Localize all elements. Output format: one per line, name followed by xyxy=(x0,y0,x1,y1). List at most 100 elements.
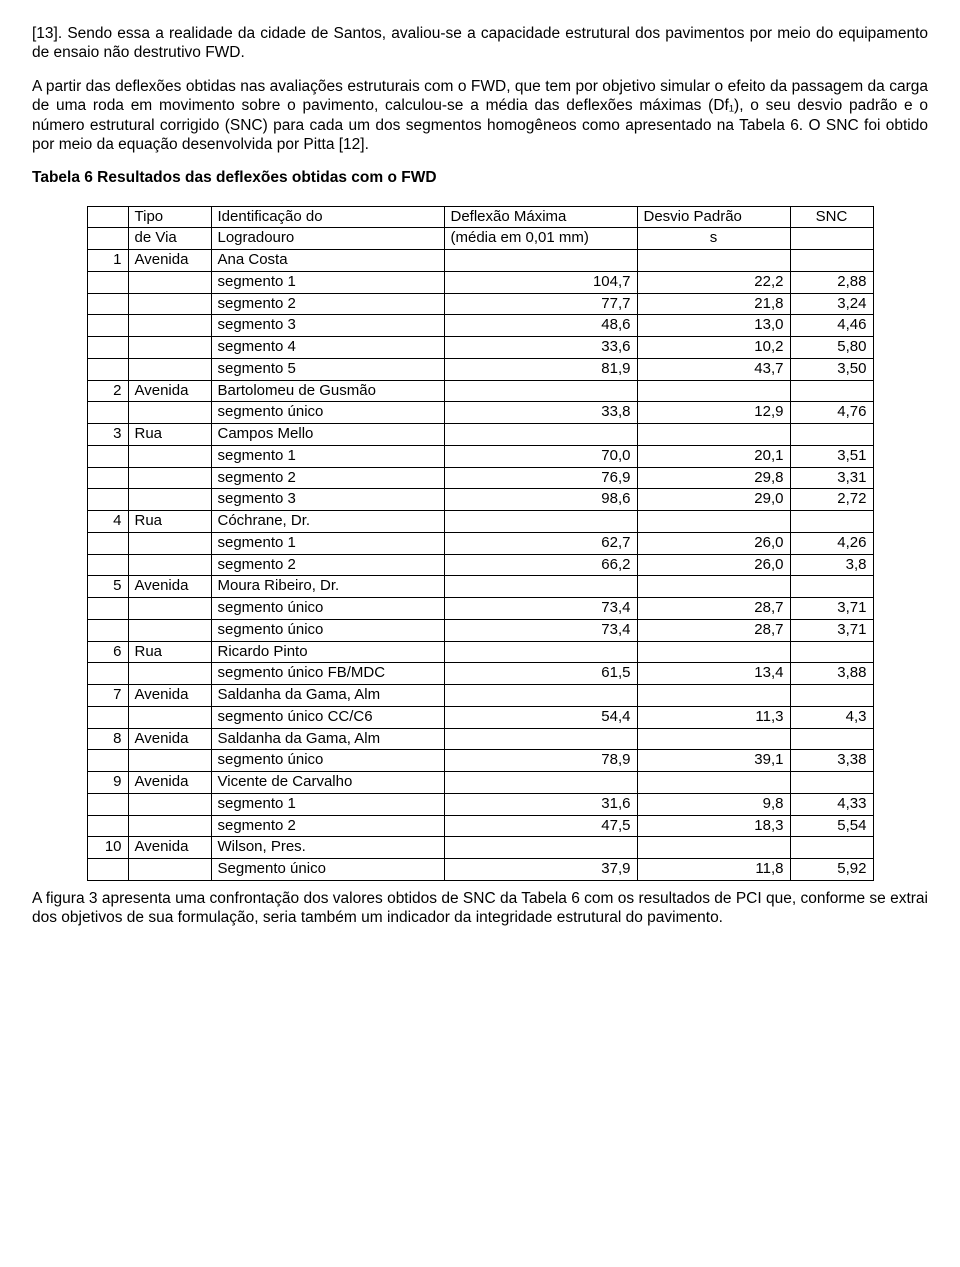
table-header-row-1: Tipo Identificação do Deflexão Máxima De… xyxy=(87,206,873,228)
cell-num xyxy=(87,402,128,424)
cell-tipo xyxy=(128,750,211,772)
cell-desvio xyxy=(637,250,790,272)
cell-snc: 2,88 xyxy=(790,271,873,293)
header-tipo-1: Tipo xyxy=(128,206,211,228)
cell-deflexao: 47,5 xyxy=(444,815,637,837)
cell-tipo xyxy=(128,554,211,576)
cell-tipo xyxy=(128,271,211,293)
cell-ident: segmento 1 xyxy=(211,793,444,815)
cell-ident: segmento único xyxy=(211,750,444,772)
cell-tipo xyxy=(128,598,211,620)
cell-ident: Moura Ribeiro, Dr. xyxy=(211,576,444,598)
cell-num xyxy=(87,793,128,815)
cell-num xyxy=(87,293,128,315)
cell-deflexao: 54,4 xyxy=(444,706,637,728)
table-row: 8AvenidaSaldanha da Gama, Alm xyxy=(87,728,873,750)
cell-desvio xyxy=(637,576,790,598)
table-title-text: Tabela 6 Resultados das deflexões obtida… xyxy=(32,169,437,186)
table-row: segmento 277,721,83,24 xyxy=(87,293,873,315)
cell-ident: segmento único CC/C6 xyxy=(211,706,444,728)
cell-ident: Ricardo Pinto xyxy=(211,641,444,663)
cell-desvio: 43,7 xyxy=(637,358,790,380)
cell-deflexao xyxy=(444,641,637,663)
cell-snc: 4,33 xyxy=(790,793,873,815)
table-row: segmento único73,428,73,71 xyxy=(87,619,873,641)
cell-tipo xyxy=(128,402,211,424)
table-row: segmento 170,020,13,51 xyxy=(87,445,873,467)
cell-num xyxy=(87,598,128,620)
table-row: segmento 266,226,03,8 xyxy=(87,554,873,576)
deflection-table: Tipo Identificação do Deflexão Máxima De… xyxy=(87,206,874,881)
cell-tipo xyxy=(128,859,211,881)
cell-ident: segmento único xyxy=(211,402,444,424)
cell-tipo xyxy=(128,532,211,554)
cell-snc xyxy=(790,576,873,598)
cell-tipo: Rua xyxy=(128,641,211,663)
cell-deflexao xyxy=(444,380,637,402)
cell-snc: 3,8 xyxy=(790,554,873,576)
table-row: segmento único33,812,94,76 xyxy=(87,402,873,424)
cell-ident: segmento 1 xyxy=(211,532,444,554)
cell-snc: 4,46 xyxy=(790,315,873,337)
cell-ident: segmento único FB/MDC xyxy=(211,663,444,685)
cell-num: 3 xyxy=(87,424,128,446)
cell-snc xyxy=(790,380,873,402)
cell-snc xyxy=(790,728,873,750)
header-dp-1: Desvio Padrão xyxy=(637,206,790,228)
cell-tipo: Rua xyxy=(128,424,211,446)
cell-num xyxy=(87,859,128,881)
cell-ident: segmento 3 xyxy=(211,315,444,337)
cell-deflexao: 61,5 xyxy=(444,663,637,685)
cell-desvio: 39,1 xyxy=(637,750,790,772)
cell-tipo: Avenida xyxy=(128,250,211,272)
cell-snc: 4,76 xyxy=(790,402,873,424)
table-row: 6RuaRicardo Pinto xyxy=(87,641,873,663)
cell-deflexao: 31,6 xyxy=(444,793,637,815)
cell-num xyxy=(87,489,128,511)
cell-deflexao xyxy=(444,576,637,598)
cell-deflexao xyxy=(444,424,637,446)
cell-desvio: 21,8 xyxy=(637,293,790,315)
cell-tipo xyxy=(128,337,211,359)
cell-desvio: 26,0 xyxy=(637,554,790,576)
header-snc: SNC xyxy=(790,206,873,228)
cell-tipo xyxy=(128,793,211,815)
cell-desvio: 20,1 xyxy=(637,445,790,467)
cell-tipo xyxy=(128,815,211,837)
table-row: 1AvenidaAna Costa xyxy=(87,250,873,272)
table-row: segmento único FB/MDC61,513,43,88 xyxy=(87,663,873,685)
cell-ident: segmento 2 xyxy=(211,293,444,315)
paragraph-3: A figura 3 apresenta uma confrontação do… xyxy=(32,889,928,928)
cell-tipo: Avenida xyxy=(128,380,211,402)
cell-deflexao xyxy=(444,837,637,859)
cell-deflexao: 62,7 xyxy=(444,532,637,554)
cell-ident: segmento único xyxy=(211,598,444,620)
cell-num xyxy=(87,663,128,685)
cell-num xyxy=(87,467,128,489)
cell-tipo: Avenida xyxy=(128,728,211,750)
cell-tipo xyxy=(128,358,211,380)
cell-ident: segmento 2 xyxy=(211,815,444,837)
table-row: segmento 276,929,83,31 xyxy=(87,467,873,489)
header-blank-2 xyxy=(87,228,128,250)
cell-desvio xyxy=(637,511,790,533)
cell-deflexao: 66,2 xyxy=(444,554,637,576)
cell-num xyxy=(87,619,128,641)
cell-num: 4 xyxy=(87,511,128,533)
cell-num: 7 xyxy=(87,685,128,707)
table-row: segmento único CC/C654,411,34,3 xyxy=(87,706,873,728)
cell-tipo xyxy=(128,663,211,685)
cell-ident: segmento 3 xyxy=(211,489,444,511)
cell-ident: segmento único xyxy=(211,619,444,641)
table-body: 1AvenidaAna Costasegmento 1104,722,22,88… xyxy=(87,250,873,881)
cell-desvio xyxy=(637,685,790,707)
cell-desvio: 28,7 xyxy=(637,619,790,641)
cell-desvio xyxy=(637,837,790,859)
cell-ident: Saldanha da Gama, Alm xyxy=(211,685,444,707)
cell-snc: 3,50 xyxy=(790,358,873,380)
cell-snc: 3,38 xyxy=(790,750,873,772)
table-row: 5AvenidaMoura Ribeiro, Dr. xyxy=(87,576,873,598)
header-ident-2: Logradouro xyxy=(211,228,444,250)
cell-snc: 5,92 xyxy=(790,859,873,881)
cell-deflexao: 81,9 xyxy=(444,358,637,380)
